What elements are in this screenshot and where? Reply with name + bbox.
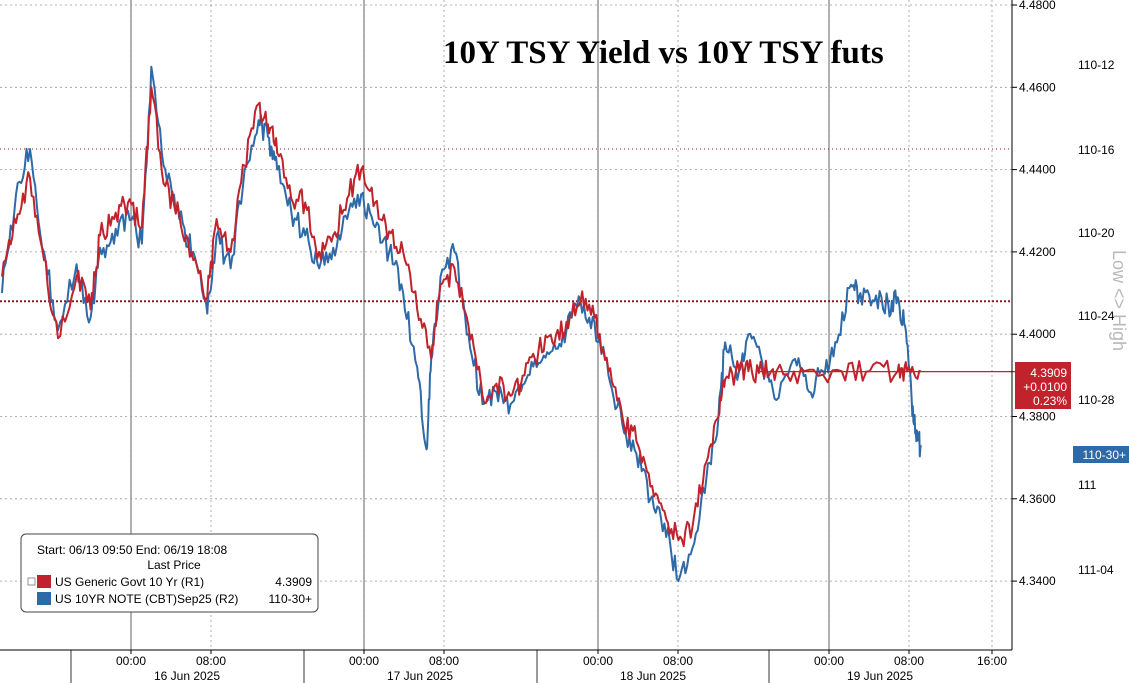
legend-box <box>20 533 319 613</box>
legend-expand-icon <box>27 577 36 586</box>
y-axis-r2-ticks: 110-12 110-16 110-20 110-24 110-28 111 111-04 <box>1078 58 1115 577</box>
r1-tick-label: 4.3800 <box>1019 410 1056 424</box>
r1-tick-label: 4.4200 <box>1019 245 1056 259</box>
r2-tick-label: 111 <box>1078 478 1097 492</box>
x-tick-label: 08:00 <box>196 654 226 668</box>
x-tick-label: 08:00 <box>894 654 924 668</box>
r2-tick-label: 110-28 <box>1078 393 1115 407</box>
r1-tick-label: 4.4600 <box>1019 80 1056 94</box>
r2-axis-label: Low <> High <box>1109 250 1129 351</box>
x-date-label: 17 Jun 2025 <box>387 669 453 683</box>
reference-lines <box>0 148 1012 303</box>
x-axis-ticks: 00:00 08:00 00:00 08:00 00:00 08:00 00:00 08:00… <box>70 650 1007 683</box>
x-date-label: 18 Jun 2025 <box>620 669 686 683</box>
chart-title: 10Y TSY Yield vs 10Y TSY futs <box>443 35 884 71</box>
legend-subheader: Last Price <box>147 558 201 572</box>
x-date-label: 16 Jun 2025 <box>154 669 220 683</box>
legend-value-r2: 110-30+ <box>269 592 312 606</box>
x-tick-label: 16:00 <box>977 654 1007 668</box>
r1-tick-label: 4.3600 <box>1019 492 1056 506</box>
r2-tick-label: 110-24 <box>1078 309 1115 323</box>
r1-tick-label: 4.4400 <box>1019 163 1056 177</box>
r2-tick-label: 110-16 <box>1078 143 1115 157</box>
r1-last-price-callout: 4.3909 +0.0100 0.23% <box>1015 362 1071 409</box>
x-tick-label: 00:00 <box>814 654 844 668</box>
series-lines <box>1 65 1015 583</box>
r1-tick-label: 4.4800 <box>1019 0 1056 12</box>
r1-tick-label: 4.4000 <box>1019 327 1056 341</box>
x-tick-label: 08:00 <box>663 654 693 668</box>
legend-label-r2: US 10YR NOTE (CBT)Sep25 (R2) <box>55 592 238 606</box>
r2-callout-box <box>1073 446 1129 463</box>
legend-label-r1: US Generic Govt 10 Yr (R1) <box>55 575 204 589</box>
r2-tick-label: 111-04 <box>1078 563 1114 577</box>
r1-callout-box <box>1015 362 1071 409</box>
r1-last-price: 4.3909 <box>1030 366 1067 380</box>
r2-last-price: 110-30+ <box>1083 448 1126 462</box>
x-tick-label: 00:00 <box>583 654 613 668</box>
series-line-1 <box>1 65 922 583</box>
r2-last-price-callout: 110-30+ <box>1073 446 1129 463</box>
r2-tick-label: 110-20 <box>1078 226 1115 240</box>
x-date-label: 19 Jun 2025 <box>847 669 913 683</box>
legend-swatch-r1 <box>37 575 51 588</box>
legend-swatch-r2 <box>37 592 51 605</box>
y-axis-r1-ticks: 4.4800 4.4600 4.4400 4.4200 4.4000 4.3800 4.36… <box>1012 0 1056 588</box>
grid <box>0 0 1012 650</box>
r1-change: +0.0100 <box>1023 380 1067 394</box>
r1-tick-label: 4.3400 <box>1019 574 1056 588</box>
x-tick-label: 00:00 <box>349 654 379 668</box>
r2-tick-label: 110-12 <box>1078 58 1115 72</box>
r1-change-pct: 0.23% <box>1033 394 1067 408</box>
series-line-0 <box>1 86 922 548</box>
legend-value-r1: 4.3909 <box>275 575 312 589</box>
legend: Start: 06/13 09:50 End: 06/19 18:08 Last… <box>20 533 319 613</box>
legend-header: Start: 06/13 09:50 End: 06/19 18:08 <box>37 543 227 557</box>
x-tick-label: 00:00 <box>116 654 146 668</box>
x-tick-label: 08:00 <box>429 654 459 668</box>
